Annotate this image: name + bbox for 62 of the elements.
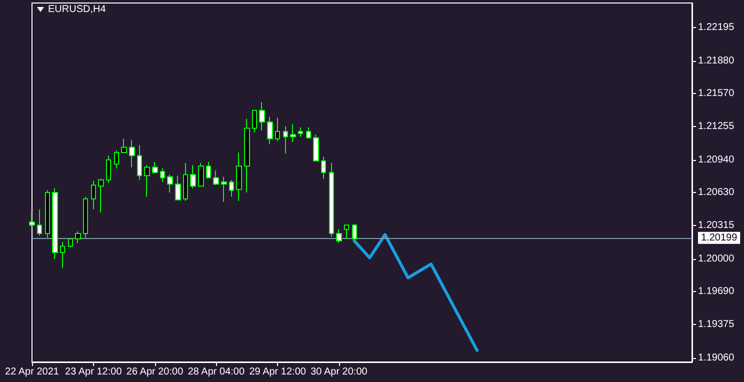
candlestick	[98, 178, 104, 214]
candlestick	[137, 144, 142, 180]
y-tick-label: 1.21570	[698, 88, 735, 100]
candlestick	[45, 190, 50, 238]
candlestick	[91, 180, 96, 210]
candlestick	[283, 126, 288, 154]
candlestick	[329, 162, 334, 238]
candlestick	[60, 241, 65, 269]
y-tick-label: 1.20000	[698, 253, 735, 264]
candlestick	[275, 117, 280, 142]
y-tick-label: 1.19060	[698, 352, 735, 364]
y-tick-label: 1.20630	[698, 187, 735, 198]
x-tick-label: 22 Apr 2021	[5, 366, 60, 378]
candlestick	[75, 230, 81, 244]
candlestick	[106, 155, 111, 184]
chart-title: EURUSD,H4	[48, 4, 106, 15]
candlestick	[68, 238, 73, 248]
candlestick	[259, 101, 265, 131]
candlestick	[83, 196, 88, 238]
candlestick	[175, 175, 181, 200]
y-tick-label: 1.19375	[698, 319, 735, 330]
candlestick	[121, 138, 127, 153]
candlestick	[183, 162, 188, 202]
candlestick	[37, 208, 42, 236]
candlestick	[229, 179, 234, 198]
line-series	[352, 233, 479, 352]
candlestick	[244, 118, 250, 193]
candlestick	[213, 170, 219, 186]
candlestick	[236, 152, 242, 202]
candlestick	[306, 126, 311, 140]
x-tick-label: 23 Apr 12:00	[65, 366, 122, 378]
x-tick-label: 30 Apr 20:00	[310, 366, 368, 378]
candlestick	[129, 139, 135, 168]
candlestick	[160, 168, 165, 182]
y-tick-label: 1.20940	[698, 154, 735, 166]
candlestick	[152, 161, 158, 174]
candlestick	[298, 126, 303, 138]
candlestick	[290, 124, 296, 142]
candlestick	[52, 188, 58, 260]
candlestick	[252, 110, 257, 133]
candlestick	[352, 224, 357, 242]
candlestick	[206, 161, 211, 178]
x-tick-label: 26 Apr 20:00	[126, 366, 184, 378]
candlestick	[114, 150, 119, 169]
candlestick	[198, 162, 204, 187]
candlestick	[313, 134, 319, 162]
candlestick	[144, 164, 150, 198]
x-tick-label: 29 Apr 12:00	[249, 366, 306, 378]
candlestick	[167, 174, 173, 193]
candlestick	[190, 164, 196, 189]
y-tick-label: 1.20315	[698, 220, 735, 232]
candlestick	[321, 156, 326, 180]
y-tick-label: 1.19690	[698, 286, 735, 297]
x-tick-label: 28 Apr 04:00	[188, 366, 245, 378]
candlestick	[344, 224, 349, 240]
y-tick-label: 1.21255	[698, 121, 735, 132]
candlestick	[267, 116, 273, 145]
candlestick	[336, 228, 342, 244]
candlestick	[221, 176, 227, 202]
ref-line-label: 1.20199	[701, 232, 738, 244]
y-tick-label: 1.21880	[698, 55, 735, 66]
y-tick-label: 1.22195	[698, 22, 735, 34]
